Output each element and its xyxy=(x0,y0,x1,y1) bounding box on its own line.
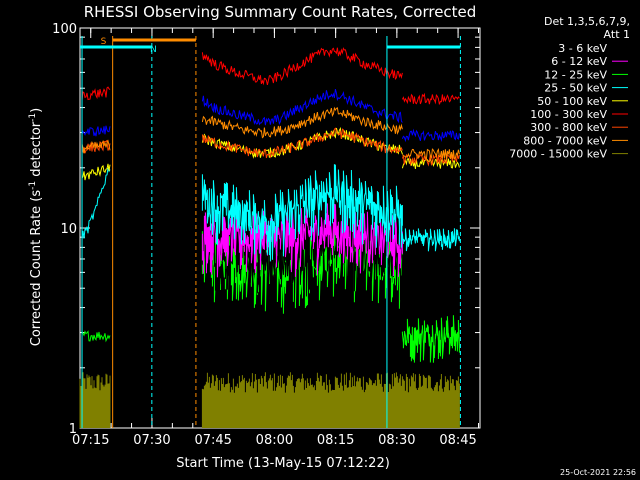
chart-title: RHESSI Observing Summary Count Rates, Co… xyxy=(84,3,477,21)
y-tick-label: 10 xyxy=(60,222,77,237)
series-pre-12-25-kev xyxy=(81,330,111,343)
legend-label: 6 - 12 keV xyxy=(551,55,607,68)
x-tick-label: 08:45 xyxy=(439,433,476,448)
series-line-100-300-kev xyxy=(201,47,403,86)
x-tick-label: 07:30 xyxy=(133,433,170,448)
series-pre-800-7000-kev xyxy=(81,139,111,154)
series-post-100-300-kev xyxy=(401,92,460,105)
legend-label: 50 - 100 keV xyxy=(537,95,607,108)
x-axis-label: Start Time (13-May-15 07:12:22) xyxy=(176,456,390,471)
series-pre-blue-rate xyxy=(81,125,111,137)
legend-header-2: Att 1 xyxy=(604,28,630,41)
x-tick-label: 08:00 xyxy=(256,433,293,448)
series-line-300-800-kev xyxy=(201,127,403,159)
series-line-7000-15000-kev xyxy=(201,372,403,428)
series-line-6-12-kev xyxy=(201,203,403,278)
legend-header-1: Det 1,3,5,6,7,9, xyxy=(544,15,630,28)
series-pre-300-800-kev xyxy=(81,139,111,154)
legend-label: 7000 - 15000 keV xyxy=(509,148,607,161)
series-pre-50-100-kev xyxy=(81,163,111,181)
series-line-blue-rate xyxy=(201,88,403,126)
series-line-7000-15000-kev xyxy=(79,372,111,428)
legend-label: 25 - 50 keV xyxy=(544,82,607,95)
series-line-12-25-kev xyxy=(201,228,403,314)
legend-label: 300 - 800 keV xyxy=(530,121,607,134)
series-line-7000-15000-kev xyxy=(401,373,460,428)
flag-label: N xyxy=(150,45,157,55)
x-tick-label: 08:15 xyxy=(317,433,354,448)
y-tick-label: 100 xyxy=(52,22,77,37)
y-axis-label: Corrected Count Rate (s-1 detector-1) xyxy=(28,108,44,346)
x-tick-label: 07:15 xyxy=(72,433,109,448)
legend-label: 800 - 7000 keV xyxy=(523,134,607,147)
series-pre-25-50-kev xyxy=(81,167,111,240)
series-pre-100-300-kev xyxy=(81,86,111,101)
x-tick-label: 07:45 xyxy=(194,433,231,448)
plot-area: 1 10 100 07:15 07:30 07:45 08:00 08:15 08:30 08:4… xyxy=(52,22,481,448)
footer-date: 25-Oct-2021 22:56 xyxy=(560,468,636,477)
x-tick-label: 08:30 xyxy=(378,433,415,448)
flag-label: S xyxy=(101,37,107,47)
series-post-12-25-kev xyxy=(401,315,460,363)
series-line-800-7000-kev xyxy=(201,106,403,139)
series-post-800-7000-kev xyxy=(402,148,460,160)
series-post-25-50-kev xyxy=(401,228,460,252)
legend-label: 12 - 25 keV xyxy=(544,68,607,81)
legend-label: 3 - 6 keV xyxy=(558,42,607,55)
legend-label: 100 - 300 keV xyxy=(530,108,607,121)
series-line-25-50-kev xyxy=(201,164,403,262)
y-tick-label: 1 xyxy=(69,422,77,437)
plot-frame xyxy=(79,27,481,429)
series-post-blue-rate xyxy=(401,128,460,143)
